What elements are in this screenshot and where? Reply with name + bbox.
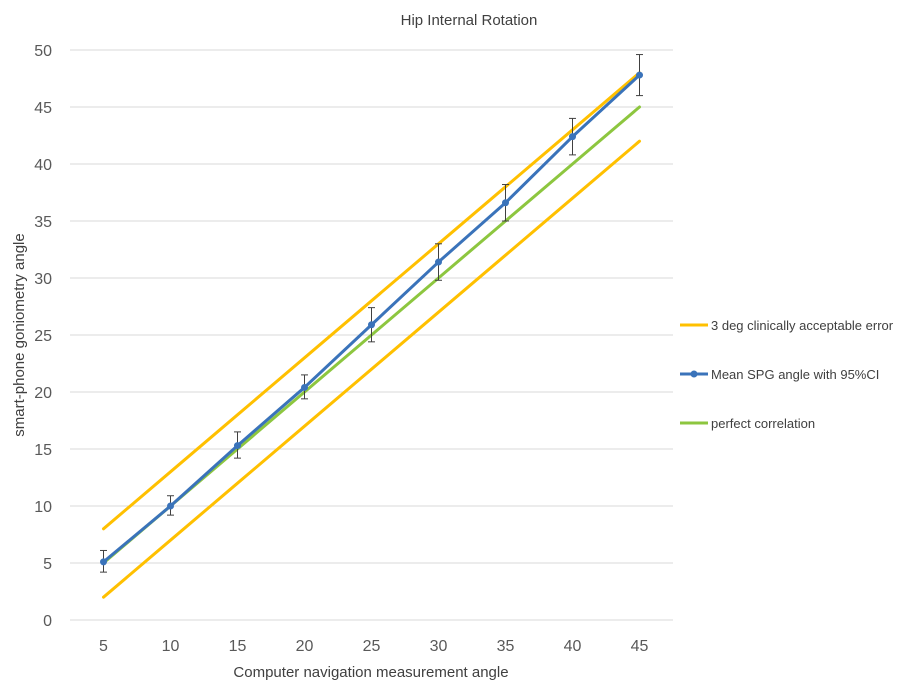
data-point <box>636 71 643 79</box>
x-tick-label: 20 <box>296 638 314 655</box>
legend-label: perfect correlation <box>711 416 815 431</box>
y-tick-label: 0 <box>43 613 52 630</box>
y-axis-title: smart-phone goniometry angle <box>11 233 28 436</box>
y-tick-label: 50 <box>34 43 52 60</box>
x-tick-label: 35 <box>497 638 515 655</box>
data-point <box>301 383 308 391</box>
x-tick-label: 30 <box>430 638 448 655</box>
x-tick-label: 40 <box>564 638 582 655</box>
legend: 3 deg clinically acceptable error Mean SP… <box>680 318 894 431</box>
x-axis-ticks: 5 10 15 20 25 30 35 40 45 <box>99 638 648 655</box>
legend-label: Mean SPG angle with 95%CI <box>711 367 879 382</box>
x-tick-label: 45 <box>631 638 649 655</box>
x-tick-label: 25 <box>363 638 381 655</box>
x-tick-label: 5 <box>99 638 108 655</box>
x-tick-label: 10 <box>162 638 180 655</box>
y-tick-label: 30 <box>34 271 52 288</box>
data-point <box>569 133 576 141</box>
data-point <box>368 321 375 329</box>
y-tick-label: 35 <box>34 214 52 231</box>
x-tick-label: 15 <box>229 638 247 655</box>
legend-item: Mean SPG angle with 95%CI <box>680 367 879 382</box>
series-line <box>102 139 641 599</box>
y-tick-label: 40 <box>34 157 52 174</box>
y-tick-label: 45 <box>34 100 52 117</box>
chart-title: Hip Internal Rotation <box>401 12 538 29</box>
series-3 <box>100 54 643 573</box>
legend-label: 3 deg clinically acceptable error <box>711 318 894 333</box>
series-line <box>102 71 641 531</box>
y-tick-label: 25 <box>34 328 52 345</box>
y-tick-label: 5 <box>43 556 52 573</box>
y-tick-label: 15 <box>34 442 52 459</box>
legend-item: 3 deg clinically acceptable error <box>680 318 894 333</box>
series-layer <box>100 54 643 599</box>
y-axis-ticks: 0 5 10 15 20 25 30 35 40 45 50 <box>34 43 52 630</box>
y-tick-label: 10 <box>34 499 52 516</box>
data-point <box>435 258 442 266</box>
x-axis-title: Computer navigation measurement angle <box>233 664 508 681</box>
legend-marker <box>690 370 698 378</box>
series-1 <box>102 139 641 599</box>
y-tick-label: 20 <box>34 385 52 402</box>
data-point <box>234 442 241 450</box>
legend-item: perfect correlation <box>680 416 815 431</box>
data-point <box>100 558 107 566</box>
data-point <box>502 199 509 207</box>
data-point <box>167 502 174 510</box>
series-0 <box>102 71 641 531</box>
